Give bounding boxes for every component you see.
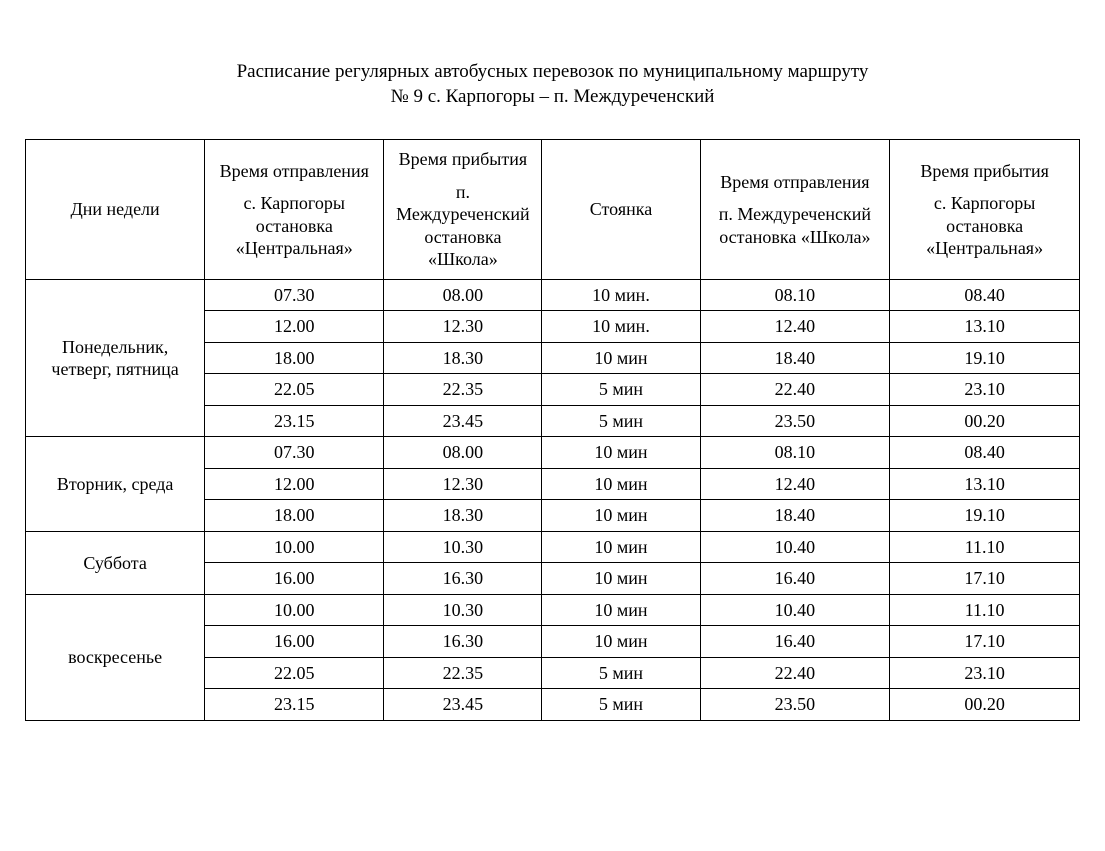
col-header-arr2: Время прибытия с. Карпогоры остановка «Ц… <box>890 140 1080 280</box>
schedule-cell: 13.10 <box>890 468 1080 500</box>
table-body: Понедельник, четверг, пятница07.3008.001… <box>26 279 1080 720</box>
schedule-cell: 10 мин <box>542 594 700 626</box>
schedule-cell: 18.40 <box>700 342 890 374</box>
schedule-cell: 11.10 <box>890 594 1080 626</box>
col-header-arr1-top: Время прибытия <box>399 149 527 169</box>
schedule-cell: 5 мин <box>542 657 700 689</box>
schedule-cell: 12.00 <box>205 311 384 343</box>
col-header-dep2: Время отправления п. Междуреченский оста… <box>700 140 890 280</box>
schedule-cell: 12.00 <box>205 468 384 500</box>
schedule-cell: 18.00 <box>205 500 384 532</box>
schedule-cell: 13.10 <box>890 311 1080 343</box>
schedule-cell: 16.40 <box>700 563 890 595</box>
schedule-cell: 10.00 <box>205 594 384 626</box>
title-line-1: Расписание регулярных автобусных перевоз… <box>25 60 1080 85</box>
col-header-dep2-top: Время отправления <box>720 172 869 192</box>
schedule-cell: 18.30 <box>384 500 542 532</box>
schedule-cell: 11.10 <box>890 531 1080 563</box>
schedule-cell: 10.30 <box>384 531 542 563</box>
table-row: Суббота10.0010.3010 мин10.4011.10 <box>26 531 1080 563</box>
schedule-cell: 08.10 <box>700 437 890 469</box>
schedule-cell: 23.50 <box>700 405 890 437</box>
schedule-cell: 10.40 <box>700 531 890 563</box>
schedule-cell: 19.10 <box>890 342 1080 374</box>
schedule-cell: 08.00 <box>384 279 542 311</box>
day-group-label: Вторник, среда <box>26 437 205 532</box>
schedule-cell: 5 мин <box>542 374 700 406</box>
schedule-cell: 16.40 <box>700 626 890 658</box>
schedule-cell: 10 мин. <box>542 311 700 343</box>
schedule-cell: 17.10 <box>890 626 1080 658</box>
schedule-cell: 5 мин <box>542 689 700 721</box>
schedule-cell: 10.40 <box>700 594 890 626</box>
schedule-cell: 22.05 <box>205 374 384 406</box>
schedule-cell: 08.10 <box>700 279 890 311</box>
schedule-cell: 08.00 <box>384 437 542 469</box>
schedule-cell: 10.30 <box>384 594 542 626</box>
schedule-cell: 19.10 <box>890 500 1080 532</box>
schedule-cell: 23.15 <box>205 405 384 437</box>
col-header-days: Дни недели <box>26 140 205 280</box>
col-header-arr2-top: Время прибытия <box>920 161 1048 181</box>
col-header-dep1-top: Время отправления <box>220 161 369 181</box>
col-header-arr2-sub: с. Карпогоры остановка «Центральная» <box>896 192 1073 260</box>
schedule-cell: 00.20 <box>890 405 1080 437</box>
schedule-cell: 16.30 <box>384 626 542 658</box>
schedule-cell: 07.30 <box>205 437 384 469</box>
title-line-2: № 9 с. Карпогоры – п. Междуреченский <box>25 85 1080 110</box>
day-group-label: воскресенье <box>26 594 205 720</box>
schedule-cell: 10.00 <box>205 531 384 563</box>
table-row: Понедельник, четверг, пятница07.3008.001… <box>26 279 1080 311</box>
schedule-cell: 23.45 <box>384 405 542 437</box>
schedule-cell: 22.35 <box>384 657 542 689</box>
schedule-cell: 10 мин <box>542 626 700 658</box>
col-header-stop: Стоянка <box>542 140 700 280</box>
schedule-cell: 08.40 <box>890 279 1080 311</box>
schedule-cell: 10 мин <box>542 500 700 532</box>
schedule-cell: 22.35 <box>384 374 542 406</box>
schedule-cell: 18.40 <box>700 500 890 532</box>
schedule-cell: 16.00 <box>205 626 384 658</box>
schedule-cell: 22.40 <box>700 374 890 406</box>
col-header-dep1: Время отправления с. Карпогоры остановка… <box>205 140 384 280</box>
col-header-dep1-sub: с. Карпогоры остановка «Центральная» <box>211 192 377 260</box>
schedule-cell: 5 мин <box>542 405 700 437</box>
schedule-cell: 16.00 <box>205 563 384 595</box>
table-row: Вторник, среда07.3008.0010 мин08.1008.40 <box>26 437 1080 469</box>
schedule-cell: 23.50 <box>700 689 890 721</box>
table-header-row: Дни недели Время отправления с. Карпогор… <box>26 140 1080 280</box>
document-title: Расписание регулярных автобусных перевоз… <box>25 60 1080 109</box>
schedule-cell: 23.15 <box>205 689 384 721</box>
table-row: воскресенье10.0010.3010 мин10.4011.10 <box>26 594 1080 626</box>
schedule-cell: 18.30 <box>384 342 542 374</box>
schedule-cell: 00.20 <box>890 689 1080 721</box>
schedule-cell: 18.00 <box>205 342 384 374</box>
schedule-cell: 23.45 <box>384 689 542 721</box>
schedule-cell: 22.40 <box>700 657 890 689</box>
col-header-arr1: Время прибытия п. Междуреченский останов… <box>384 140 542 280</box>
day-group-label: Понедельник, четверг, пятница <box>26 279 205 437</box>
schedule-cell: 17.10 <box>890 563 1080 595</box>
schedule-cell: 12.40 <box>700 468 890 500</box>
schedule-cell: 16.30 <box>384 563 542 595</box>
schedule-cell: 12.40 <box>700 311 890 343</box>
col-header-dep2-sub: п. Междуреченский остановка «Школа» <box>707 203 884 248</box>
col-header-arr1-sub: п. Междуреченский остановка «Школа» <box>390 181 535 271</box>
schedule-cell: 10 мин <box>542 342 700 374</box>
schedule-cell: 10 мин <box>542 531 700 563</box>
schedule-cell: 12.30 <box>384 311 542 343</box>
schedule-cell: 10 мин <box>542 437 700 469</box>
schedule-cell: 23.10 <box>890 374 1080 406</box>
schedule-cell: 08.40 <box>890 437 1080 469</box>
schedule-cell: 22.05 <box>205 657 384 689</box>
day-group-label: Суббота <box>26 531 205 594</box>
schedule-cell: 12.30 <box>384 468 542 500</box>
schedule-cell: 10 мин. <box>542 279 700 311</box>
schedule-table: Дни недели Время отправления с. Карпогор… <box>25 139 1080 721</box>
schedule-cell: 07.30 <box>205 279 384 311</box>
schedule-cell: 10 мин <box>542 468 700 500</box>
schedule-cell: 10 мин <box>542 563 700 595</box>
schedule-cell: 23.10 <box>890 657 1080 689</box>
